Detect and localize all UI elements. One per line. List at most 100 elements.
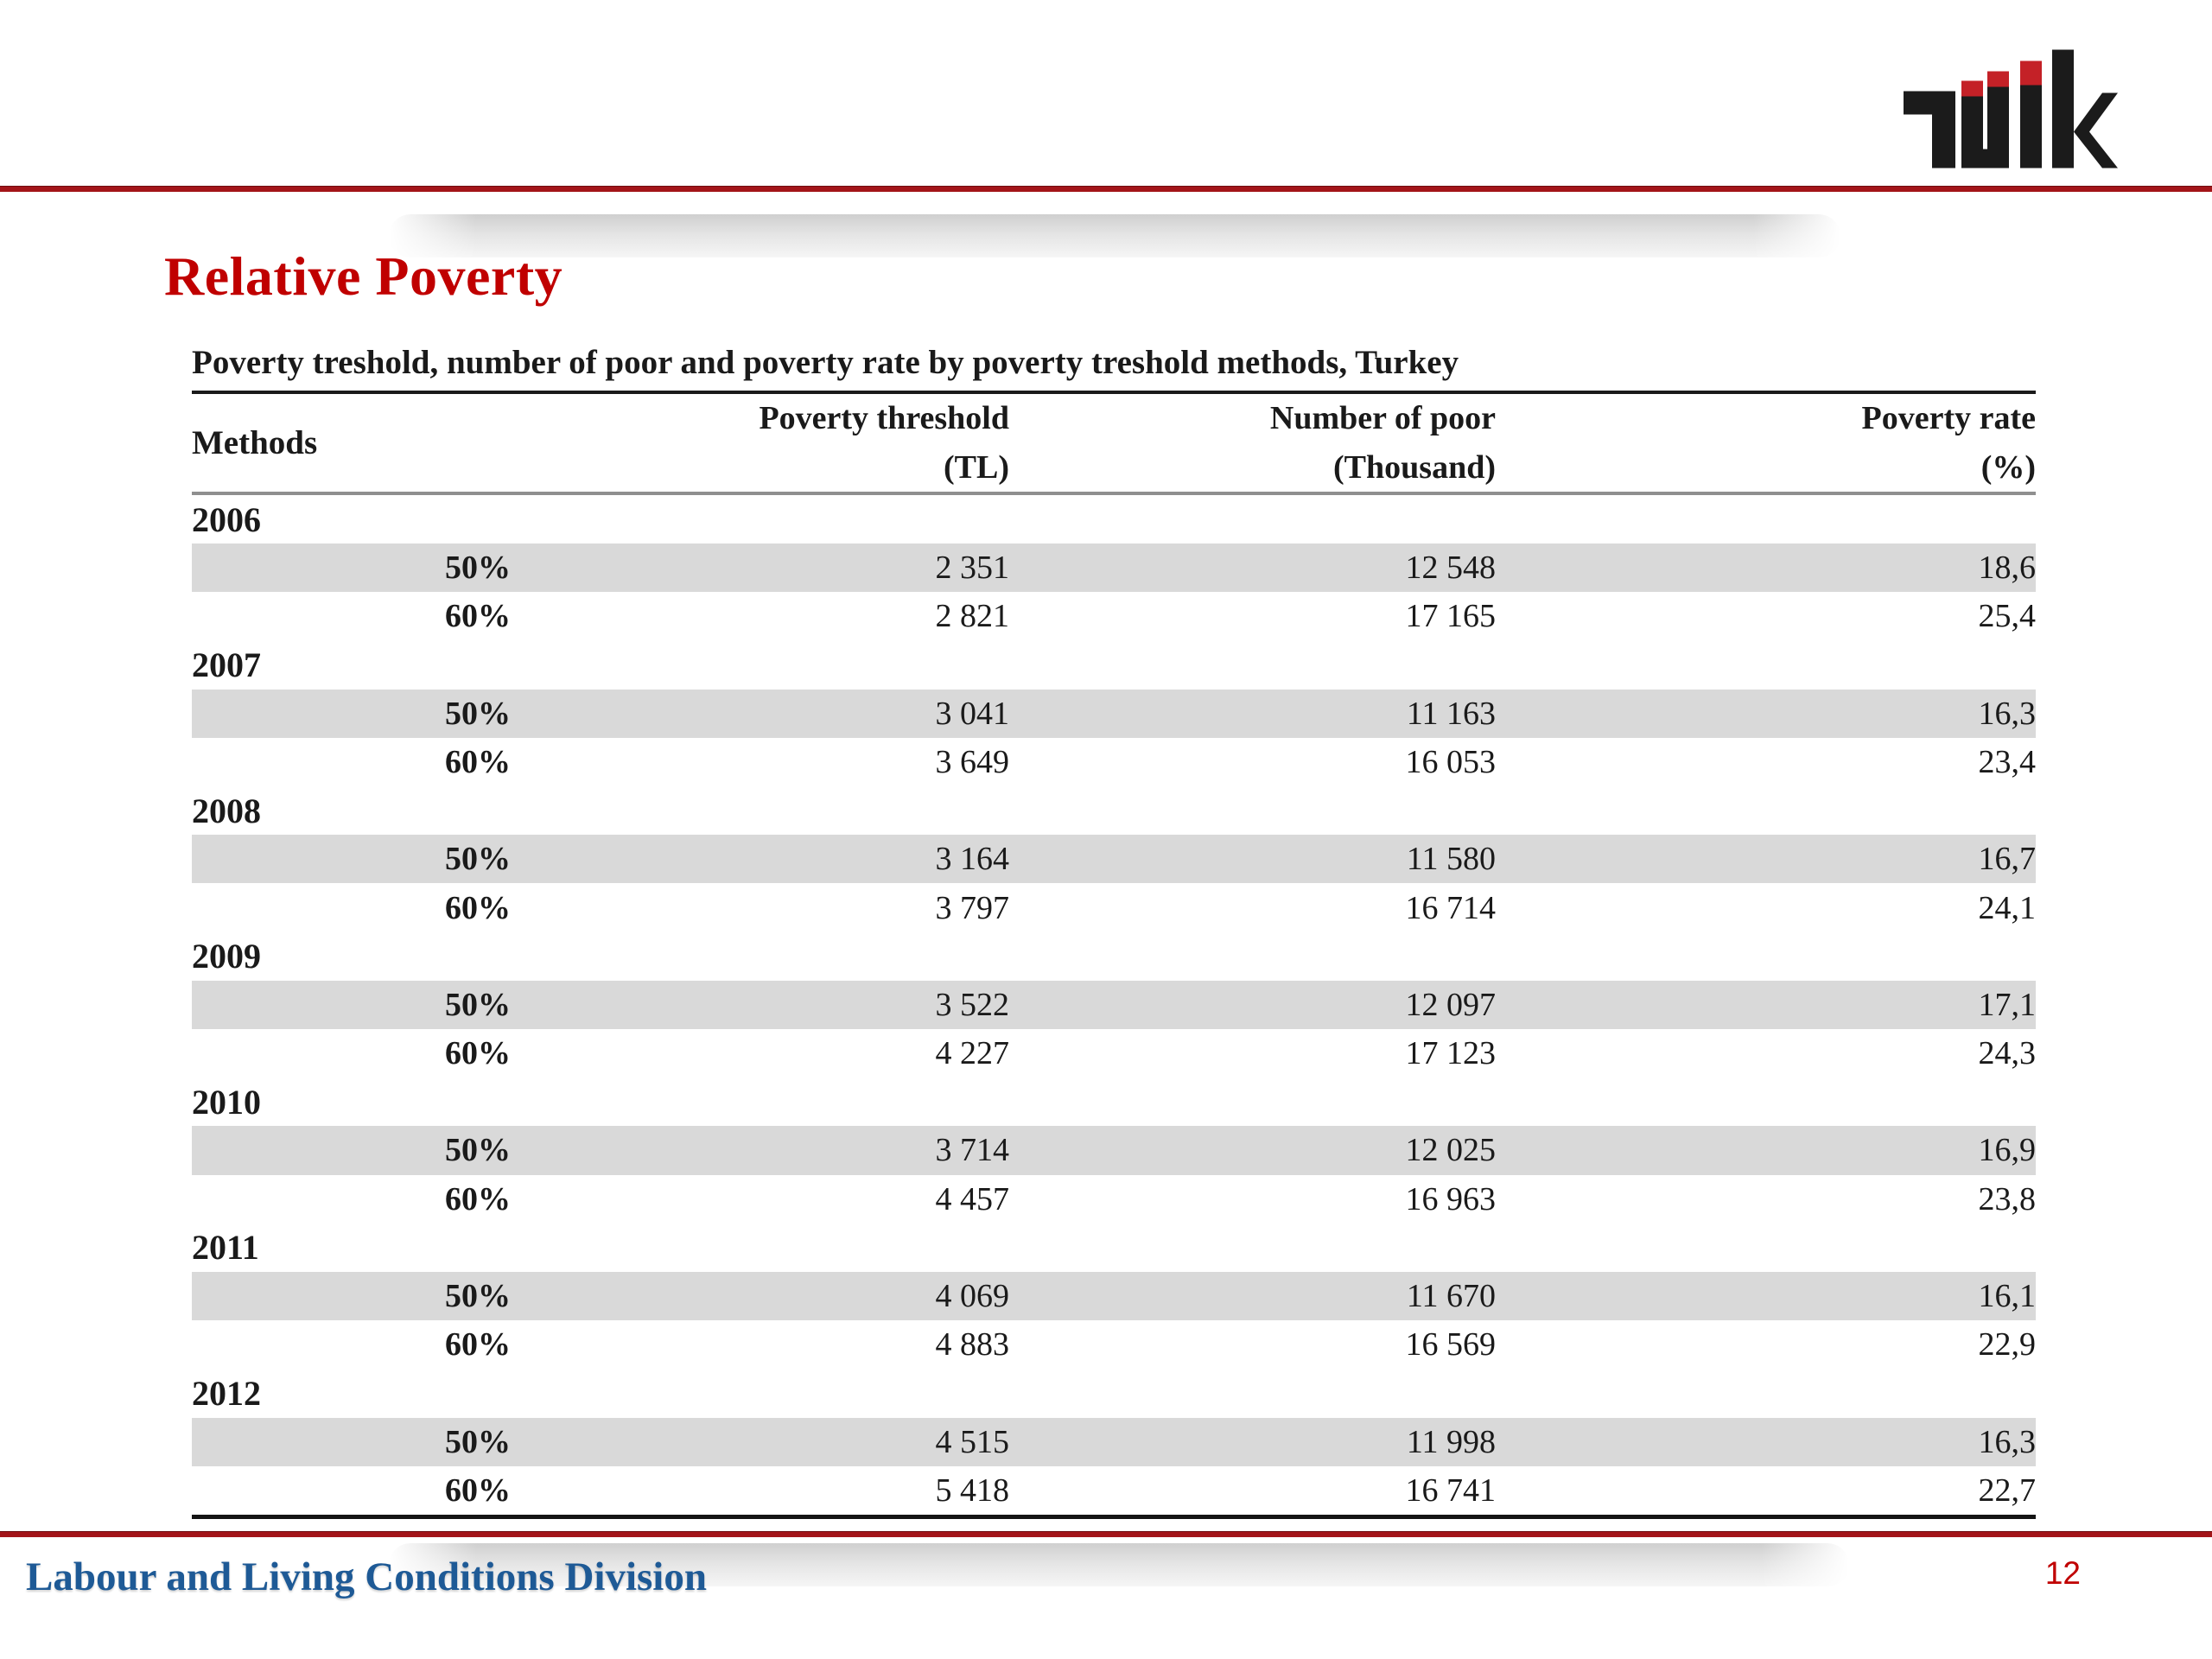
year-row: 2008: [192, 786, 2036, 835]
table-row: 60% 3 797 16 714 24,1: [192, 883, 2036, 931]
method-label: 50%: [445, 1132, 511, 1169]
method-label: 50%: [445, 550, 511, 587]
threshold-value: 2 821: [935, 598, 1010, 635]
threshold-value: 4 883: [935, 1326, 1010, 1363]
bottom-divider: [0, 1531, 2212, 1537]
column-header-poor-line1: Number of poor: [1269, 399, 1496, 436]
method-label: 50%: [445, 1423, 511, 1460]
year-label: 2008: [192, 791, 261, 830]
rate-value: 16,3: [1978, 1423, 2037, 1460]
method-label: 60%: [445, 1471, 511, 1509]
method-label: 60%: [445, 1326, 511, 1363]
column-header-rate: Poverty rate (%): [1496, 394, 2037, 493]
threshold-value: 3 041: [935, 695, 1010, 732]
poor-value: 16 714: [1405, 889, 1497, 926]
threshold-value: 4 457: [935, 1180, 1010, 1217]
threshold-value: 4 515: [935, 1423, 1010, 1460]
threshold-value: 3 797: [935, 889, 1010, 926]
table-body: 2006 50% 2 351 12 548 18,6 60% 2 821 17 165 25,4…: [192, 495, 2036, 1519]
threshold-value: 4 069: [935, 1278, 1010, 1315]
table-row: 60% 4 227 17 123 24,3: [192, 1029, 2036, 1077]
column-header-threshold-line1: Poverty threshold: [759, 399, 1009, 436]
poor-value: 16 569: [1405, 1326, 1497, 1363]
threshold-value: 3 164: [935, 841, 1010, 878]
table-row: 50% 3 522 12 097 17,1: [192, 980, 2037, 1029]
table-row: 60% 3 649 16 053 23,4: [192, 738, 2036, 786]
page-number: 12: [2044, 1555, 2081, 1591]
method-label: 60%: [445, 1180, 511, 1217]
table-row: 50% 3 714 12 025 16,9: [192, 1126, 2037, 1175]
method-label: 50%: [445, 841, 511, 878]
poor-value: 11 163: [1406, 695, 1496, 732]
rate-value: 23,4: [1978, 743, 2037, 780]
rate-value: 25,4: [1978, 598, 2037, 635]
table-row: 50% 3 164 11 580 16,7: [192, 835, 2037, 884]
method-label: 50%: [445, 1278, 511, 1315]
top-divider: [0, 186, 2212, 192]
rate-value: 16,7: [1978, 841, 2037, 878]
poor-value: 12 548: [1405, 550, 1497, 587]
year-label: 2006: [192, 499, 261, 539]
column-header-threshold-line2: (TL): [944, 448, 1009, 486]
column-header-poor: Number of poor (Thousand): [1009, 394, 1496, 493]
rate-value: 16,1: [1978, 1278, 2037, 1315]
rate-value: 24,3: [1978, 1035, 2037, 1072]
threshold-value: 3 714: [935, 1132, 1010, 1169]
method-label: 60%: [445, 1035, 511, 1072]
rate-value: 23,8: [1978, 1180, 2037, 1217]
poverty-table: Poverty treshold, number of poor and pov…: [192, 345, 2037, 1519]
page-title: Relative Poverty: [164, 245, 563, 307]
threshold-value: 4 227: [935, 1035, 1010, 1072]
poor-value: 11 670: [1406, 1278, 1496, 1315]
poor-value: 11 998: [1406, 1423, 1496, 1460]
method-label: 60%: [445, 889, 511, 926]
column-header-methods: Methods: [192, 424, 318, 462]
table-row: 50% 4 515 11 998 16,3: [192, 1417, 2037, 1466]
rate-value: 24,1: [1978, 889, 2037, 926]
year-row: 2011: [192, 1224, 2036, 1272]
tuik-logo: [1904, 49, 2118, 168]
poor-value: 11 580: [1406, 841, 1496, 878]
rate-value: 17,1: [1978, 986, 2037, 1023]
method-label: 50%: [445, 695, 511, 732]
poor-value: 16 053: [1405, 743, 1497, 780]
threshold-value: 2 351: [935, 550, 1010, 587]
year-row: 2007: [192, 641, 2036, 690]
year-row: 2012: [192, 1369, 2036, 1417]
year-row: 2010: [192, 1077, 2036, 1126]
title-decoration-bar: [389, 214, 1840, 257]
column-header-threshold: Poverty threshold (TL): [555, 394, 1009, 493]
footer-decoration-bar: [389, 1543, 1849, 1586]
year-label: 2007: [192, 645, 261, 685]
threshold-value: 5 418: [935, 1471, 1010, 1509]
threshold-value: 3 522: [935, 986, 1010, 1023]
threshold-value: 3 649: [935, 743, 1010, 780]
year-label: 2010: [192, 1082, 261, 1122]
method-label: 60%: [445, 598, 511, 635]
rate-value: 18,6: [1978, 550, 2037, 587]
table-row: 60% 4 457 16 963 23,8: [192, 1175, 2036, 1224]
table-caption: Poverty treshold, number of poor and pov…: [192, 345, 2036, 394]
method-label: 60%: [445, 743, 511, 780]
rate-value: 22,9: [1978, 1326, 2037, 1363]
table-row: 50% 4 069 11 670 16,1: [192, 1271, 2037, 1321]
rate-value: 22,7: [1978, 1471, 2037, 1509]
rate-value: 16,3: [1978, 695, 2037, 732]
rate-value: 16,9: [1978, 1132, 2037, 1169]
table-row: 60% 2 821 17 165 25,4: [192, 592, 2036, 640]
table-row: 50% 2 351 12 548 18,6: [192, 543, 2037, 593]
poor-value: 17 123: [1405, 1035, 1497, 1072]
table-row: 60% 4 883 16 569 22,9: [192, 1320, 2036, 1369]
poor-value: 12 025: [1405, 1132, 1497, 1169]
year-row: 2006: [192, 495, 2036, 543]
poor-value: 17 165: [1405, 598, 1497, 635]
year-label: 2009: [192, 937, 261, 976]
poor-value: 12 097: [1405, 986, 1497, 1023]
table-row: 50% 3 041 11 163 16,3: [192, 689, 2037, 738]
year-row: 2009: [192, 932, 2036, 981]
column-header-rate-line2: (%): [1980, 448, 2036, 486]
footer-division-title: Labour and Living Conditions Division: [26, 1554, 707, 1599]
poor-value: 16 963: [1405, 1180, 1497, 1217]
column-header-poor-line2: (Thousand): [1333, 448, 1496, 486]
